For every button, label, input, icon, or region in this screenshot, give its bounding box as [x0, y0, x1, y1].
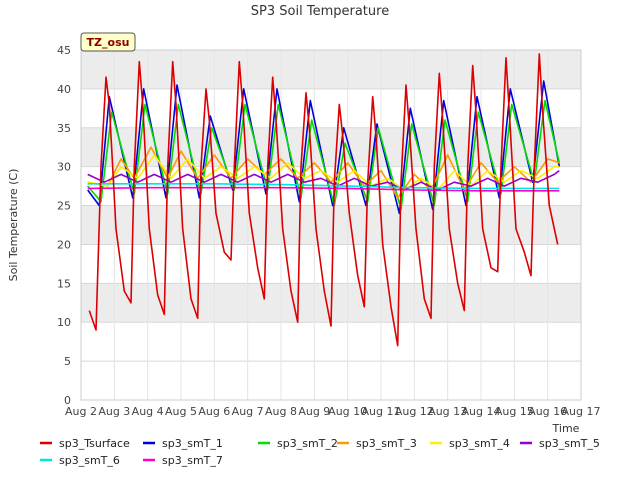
series-line-sp3-smt-6	[87, 183, 560, 190]
x-tick-label: Aug 2	[65, 405, 97, 418]
tz-badge-box	[80, 32, 136, 52]
legend-label: sp3_Tsurface	[59, 437, 130, 450]
shaded-band	[81, 50, 581, 89]
x-tick-label: Aug 13	[428, 405, 467, 418]
y-axis-ticks: 0 5 10 15 20 25 30 35 40 45	[57, 44, 71, 407]
y-tick-label: 20	[57, 238, 71, 251]
series-line-sp3-smt-7	[87, 186, 560, 192]
legend-label: sp3_smT_5	[539, 437, 600, 450]
x-tick-label: Aug 4	[132, 405, 164, 418]
x-tick-label: Aug 11	[362, 405, 401, 418]
x-axis-ticks: Aug 2 Aug 3 Aug 4 Aug 5 Aug 6 Aug 7 Aug 8 Aug 9…	[65, 405, 600, 418]
y-tick-label: 25	[57, 200, 71, 213]
x-tick-label: Aug 10	[328, 405, 367, 418]
x-axis-label: Time	[552, 422, 580, 435]
y-tick-label: 35	[57, 122, 71, 135]
x-tick-label: Aug 12	[395, 405, 434, 418]
series-line-sp3-tsurface	[88, 53, 559, 347]
x-tick-label: Aug 9	[298, 405, 330, 418]
y-tick-label: 30	[57, 161, 71, 174]
x-tick-label: Aug 3	[98, 405, 130, 418]
x-tick-label: Aug 7	[232, 405, 264, 418]
series-line-sp3-smt-5	[87, 169, 560, 191]
x-tick-label: Aug 15	[495, 405, 534, 418]
y-tick-label: 10	[57, 316, 71, 329]
y-tick-label: 15	[57, 277, 71, 290]
legend-label: sp3_smT_7	[162, 454, 223, 467]
tz-badge: TZ_osu	[80, 32, 136, 52]
legend-label: sp3_smT_1	[162, 437, 223, 450]
y-tick-label: 5	[64, 355, 71, 368]
chart-title: SP3 Soil Temperature	[251, 4, 389, 19]
plot-frame	[80, 49, 582, 401]
y-axis-label: Soil Temperature (C)	[7, 169, 20, 282]
shaded-band	[81, 205, 581, 245]
legend-label: sp3_smT_6	[59, 454, 120, 467]
x-tick-label: Aug 14	[462, 405, 501, 418]
x-tick-label: Aug 16	[528, 405, 567, 418]
x-tick-label: Aug 5	[165, 405, 197, 418]
x-tick-label: Aug 17	[562, 405, 601, 418]
x-tick-label: Aug 8	[265, 405, 297, 418]
y-tick-label: 0	[64, 394, 71, 407]
shaded-bands	[81, 50, 581, 323]
legend: sp3_Tsurface sp3_smT_1 sp3_smT_2 sp3_smT_3 s…	[40, 437, 600, 467]
y-tick-label: 40	[57, 83, 71, 96]
series-line-sp3-smt-1	[87, 80, 561, 215]
legend-label: sp3_smT_2	[277, 437, 338, 450]
legend-label: sp3_smT_3	[356, 437, 417, 450]
y-tick-label: 45	[57, 44, 71, 57]
tz-badge-text: TZ_osu	[87, 36, 130, 49]
shaded-band	[81, 127, 581, 167]
legend-label: sp3_smT_4	[449, 437, 510, 450]
series-layer	[87, 53, 561, 347]
x-tick-label: Aug 6	[198, 405, 230, 418]
